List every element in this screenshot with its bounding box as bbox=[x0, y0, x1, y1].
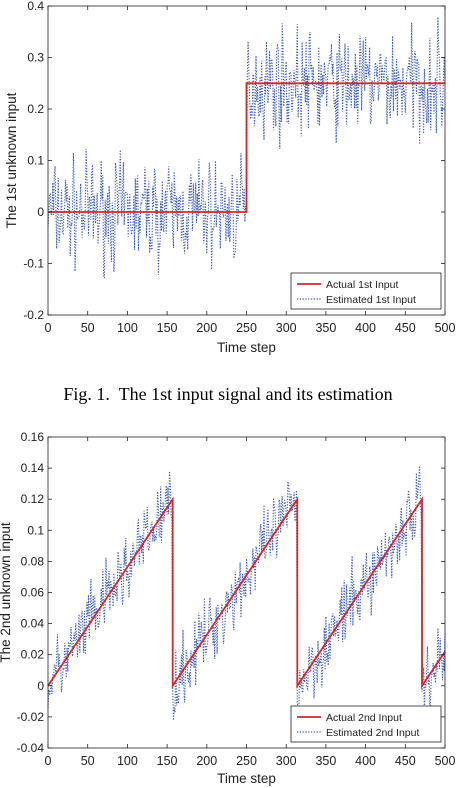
y-tick-label: 0.06 bbox=[21, 586, 45, 600]
y-tick-label: 0 bbox=[37, 205, 44, 219]
x-tick-label: 150 bbox=[157, 321, 178, 335]
y-tick-label: 0.04 bbox=[21, 617, 45, 631]
x-tick-label: 200 bbox=[196, 754, 217, 768]
x-tick-label: 400 bbox=[355, 754, 376, 768]
y-tick-label: 0 bbox=[37, 679, 44, 693]
x-tick-label: 150 bbox=[157, 754, 178, 768]
x-tick-label: 50 bbox=[81, 754, 95, 768]
x-tick-label: 450 bbox=[395, 754, 416, 768]
x-tick-label: 500 bbox=[435, 321, 456, 335]
x-axis-label: Time step bbox=[217, 340, 276, 355]
legend-label: Actual 2nd Input bbox=[326, 712, 402, 724]
y-tick-label: 0.1 bbox=[27, 523, 44, 537]
y-tick-label: -0.04 bbox=[17, 741, 45, 755]
y-tick-label: 0.12 bbox=[21, 492, 45, 506]
legend-label: Estimated 1st Input bbox=[326, 294, 416, 306]
y-tick-label: 0.4 bbox=[27, 0, 44, 13]
y-tick-label: -0.2 bbox=[23, 308, 44, 322]
x-tick-label: 250 bbox=[236, 754, 257, 768]
y-tick-label: 0.3 bbox=[27, 51, 44, 65]
y-axis-label: The 2nd unknown input bbox=[0, 522, 13, 663]
x-tick-label: 300 bbox=[276, 321, 297, 335]
y-tick-label: 0.02 bbox=[21, 648, 45, 662]
x-tick-label: 350 bbox=[315, 321, 336, 335]
chart-1: 0 50 100 150 200 250 300 350 400 450 500 -0.2 -0.1 0 0… bbox=[4, 0, 455, 355]
x-tick-label: 400 bbox=[355, 321, 376, 335]
plot-frame bbox=[47, 436, 446, 749]
x-tick-label: 0 bbox=[45, 754, 52, 768]
legend-box bbox=[290, 272, 442, 310]
y-tick-label: 0.2 bbox=[27, 102, 44, 116]
y-tick-label: 0.14 bbox=[21, 461, 45, 475]
x-tick-label: 500 bbox=[435, 754, 456, 768]
x-tick-label: 0 bbox=[45, 321, 52, 335]
y-tick-label: 0.16 bbox=[21, 430, 45, 444]
legend-box bbox=[290, 705, 442, 743]
series-estimated bbox=[47, 465, 446, 721]
y-tick-label: 0.08 bbox=[21, 554, 45, 568]
x-tick-label: 450 bbox=[395, 321, 416, 335]
legend: Actual 1st Input Estimated 1st Input bbox=[290, 272, 442, 310]
y-tick-label: -0.02 bbox=[17, 710, 45, 724]
figure-caption: Fig. 1. The 1st input signal and its est… bbox=[63, 384, 393, 404]
y-tick-label: -0.1 bbox=[23, 257, 44, 271]
series-actual bbox=[47, 496, 446, 689]
x-tick-label: 300 bbox=[276, 754, 297, 768]
y-axis-label: The 1st unknown input bbox=[4, 92, 19, 228]
legend-label: Estimated 2nd Input bbox=[326, 727, 419, 739]
chart-2: 0 50 100 150 200 250 300 350 400 450 500 -0.04 -0.02… bbox=[0, 430, 455, 786]
x-tick-label: 350 bbox=[315, 754, 336, 768]
x-tick-label: 100 bbox=[117, 754, 138, 768]
x-axis-label: Time step bbox=[217, 771, 276, 786]
x-tick-label: 250 bbox=[236, 321, 257, 335]
x-tick-label: 100 bbox=[117, 321, 138, 335]
legend-label: Actual 1st Input bbox=[326, 279, 398, 291]
x-tick-label: 200 bbox=[196, 321, 217, 335]
y-tick-label: 0.1 bbox=[27, 154, 44, 168]
x-tick-label: 50 bbox=[81, 321, 95, 335]
legend: Actual 2nd Input Estimated 2nd Input bbox=[290, 705, 442, 743]
series-actual bbox=[48, 82, 445, 213]
